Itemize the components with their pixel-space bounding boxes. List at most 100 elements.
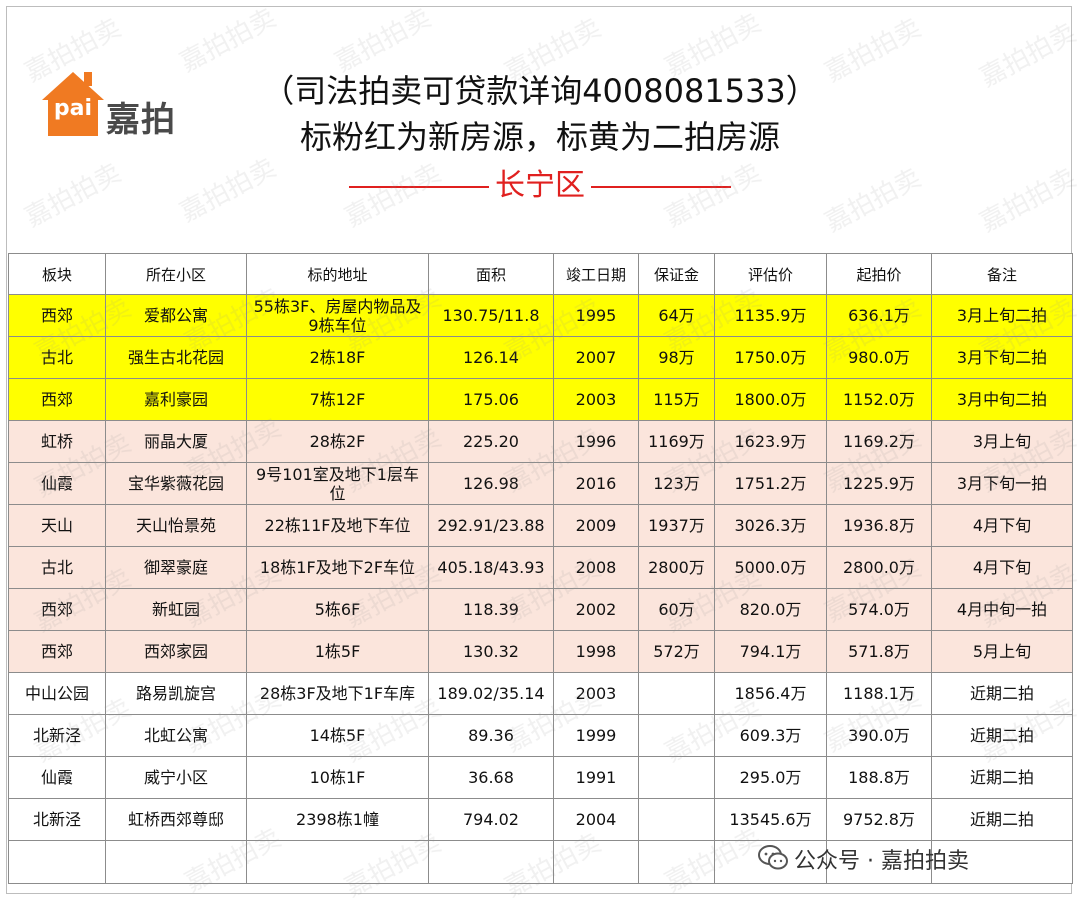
- cell-start-price: 980.0万: [826, 336, 932, 379]
- header-contact-line: （司法拍卖可贷款详询4008081533）: [262, 72, 818, 110]
- cell-community: 爱都公寓: [105, 294, 247, 337]
- table-row: 西郊 嘉利豪园 7栋12F 175.06 2003 115万 1800.0万 1152.0万 3…: [8, 378, 1073, 421]
- cell-address: 14栋5F: [246, 714, 429, 757]
- col-header-plate: 板块: [8, 253, 106, 295]
- cell-deposit: 1937万: [638, 504, 715, 547]
- cell-empty: [8, 840, 106, 884]
- table-row-empty: [8, 840, 1073, 884]
- cell-community: 丽晶大厦: [105, 420, 247, 463]
- cell-appraisal: 1750.0万: [714, 336, 827, 379]
- cell-appraisal: 609.3万: [714, 714, 827, 757]
- district-rule-left: [349, 185, 489, 188]
- cell-address: 1栋5F: [246, 630, 429, 673]
- cell-deposit: [638, 714, 715, 757]
- cell-start-price: 9752.8万: [826, 798, 932, 841]
- cell-plate: 西郊: [8, 630, 106, 673]
- table-row: 仙霞 威宁小区 10栋1F 36.68 1991 295.0万 188.8万 近期二拍: [8, 756, 1073, 799]
- cell-plate: 西郊: [8, 378, 106, 421]
- cell-remark: 3月下旬一拍: [931, 462, 1073, 505]
- cell-start-price: 1188.1万: [826, 672, 932, 715]
- cell-start-price: 188.8万: [826, 756, 932, 799]
- cell-appraisal: 794.1万: [714, 630, 827, 673]
- col-header-deposit: 保证金: [638, 253, 715, 295]
- table-row: 虹桥 丽晶大厦 28栋2F 225.20 1996 1169万 1623.9万 1169.2万…: [8, 420, 1073, 463]
- cell-remark: 4月下旬: [931, 546, 1073, 589]
- cell-start-price: 1169.2万: [826, 420, 932, 463]
- cell-remark: 3月上旬二拍: [931, 294, 1073, 337]
- cell-address: 10栋1F: [246, 756, 429, 799]
- cell-deposit: 123万: [638, 462, 715, 505]
- cell-community: 宝华紫薇花园: [105, 462, 247, 505]
- cell-community: 御翠豪庭: [105, 546, 247, 589]
- table-row: 古北 御翠豪庭 18栋1F及地下2F车位 405.18/43.93 2008 2800万 5…: [8, 546, 1073, 589]
- cell-address: 2栋18F: [246, 336, 429, 379]
- cell-community: 路易凯旋宫: [105, 672, 247, 715]
- col-header-start-price: 起拍价: [826, 253, 932, 295]
- cell-address: 28栋2F: [246, 420, 429, 463]
- cell-address: 9号101室及地下1层车位: [246, 462, 429, 505]
- cell-remark: 3月中旬二拍: [931, 378, 1073, 421]
- cell-remark: 5月上旬: [931, 630, 1073, 673]
- cell-deposit: [638, 798, 715, 841]
- cell-completion: 2008: [553, 546, 639, 589]
- table-row: 西郊 新虹园 5栋6F 118.39 2002 60万 820.0万 574.0万 4月中旬一拍: [8, 588, 1073, 631]
- cell-remark: 近期二拍: [931, 672, 1073, 715]
- cell-completion: 1998: [553, 630, 639, 673]
- cell-empty: [826, 840, 932, 884]
- cell-deposit: [638, 672, 715, 715]
- cell-empty: [638, 840, 715, 884]
- cell-plate: 古北: [8, 546, 106, 589]
- cell-start-price: 1936.8万: [826, 504, 932, 547]
- jiapai-logo: pai 嘉拍: [40, 70, 190, 140]
- cell-appraisal: 1135.9万: [714, 294, 827, 337]
- col-header-address: 标的地址: [246, 253, 429, 295]
- cell-community: 强生古北花园: [105, 336, 247, 379]
- cell-completion: 2002: [553, 588, 639, 631]
- table-row: 古北 强生古北花园 2栋18F 126.14 2007 98万 1750.0万 980.0万 3…: [8, 336, 1073, 379]
- cell-deposit: 60万: [638, 588, 715, 631]
- cell-plate: 天山: [8, 504, 106, 547]
- district-title: 长宁区: [495, 168, 585, 203]
- col-header-remark: 备注: [931, 253, 1073, 295]
- cell-community: 嘉利豪园: [105, 378, 247, 421]
- logo-pai-text: pai: [53, 96, 93, 121]
- logo-brand-name: 嘉拍: [106, 100, 176, 140]
- cell-appraisal: 295.0万: [714, 756, 827, 799]
- cell-deposit: 572万: [638, 630, 715, 673]
- table-row: 北新泾 虹桥西郊尊邸 2398栋1幢 794.02 2004 13545.6万 9752.8…: [8, 798, 1073, 841]
- cell-completion: 2007: [553, 336, 639, 379]
- cell-appraisal: 1856.4万: [714, 672, 827, 715]
- cell-start-price: 574.0万: [826, 588, 932, 631]
- cell-community: 西郊家园: [105, 630, 247, 673]
- table-row: 仙霞 宝华紫薇花园 9号101室及地下1层车位 126.98 2016 123万 1751.…: [8, 462, 1073, 505]
- table-row: 北新泾 北虹公寓 14栋5F 89.36 1999 609.3万 390.0万 近期二拍: [8, 714, 1073, 757]
- cell-empty: [428, 840, 554, 884]
- table-row: 西郊 爱都公寓 55栋3F、房屋内物品及9栋车位 130.75/11.8 1995 64万…: [8, 294, 1073, 337]
- table-header-row: 板块 所在小区 标的地址 面积 竣工日期 保证金 评估价 起拍价 备注: [8, 253, 1073, 295]
- cell-community: 天山怡景苑: [105, 504, 247, 547]
- cell-plate: 西郊: [8, 294, 106, 337]
- house-logo-icon: [42, 72, 104, 136]
- cell-appraisal: 820.0万: [714, 588, 827, 631]
- cell-start-price: 2800.0万: [826, 546, 932, 589]
- cell-appraisal: 5000.0万: [714, 546, 827, 589]
- cell-deposit: 2800万: [638, 546, 715, 589]
- cell-completion: 2009: [553, 504, 639, 547]
- cell-plate: 北新泾: [8, 714, 106, 757]
- cell-empty: [246, 840, 429, 884]
- cell-appraisal: 1623.9万: [714, 420, 827, 463]
- cell-address: 22栋11F及地下车位: [246, 504, 429, 547]
- cell-area: 118.39: [428, 588, 554, 631]
- cell-completion: 1999: [553, 714, 639, 757]
- cell-community: 新虹园: [105, 588, 247, 631]
- cell-area: 130.75/11.8: [428, 294, 554, 337]
- cell-deposit: [638, 756, 715, 799]
- cell-area: 189.02/35.14: [428, 672, 554, 715]
- cell-start-price: 1225.9万: [826, 462, 932, 505]
- cell-completion: 1991: [553, 756, 639, 799]
- cell-address: 18栋1F及地下2F车位: [246, 546, 429, 589]
- cell-appraisal: 3026.3万: [714, 504, 827, 547]
- cell-area: 292.91/23.88: [428, 504, 554, 547]
- cell-community: 虹桥西郊尊邸: [105, 798, 247, 841]
- cell-completion: 2016: [553, 462, 639, 505]
